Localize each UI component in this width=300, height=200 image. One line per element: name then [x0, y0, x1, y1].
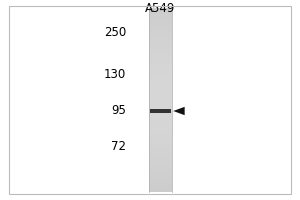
Bar — [149, 32, 172, 36]
Bar — [149, 97, 172, 100]
Bar — [149, 139, 172, 143]
Bar — [149, 23, 172, 26]
Bar — [149, 158, 172, 161]
Text: 250: 250 — [104, 25, 126, 38]
Polygon shape — [173, 107, 185, 115]
Bar — [149, 17, 172, 20]
Bar — [149, 90, 172, 94]
Bar — [149, 149, 172, 152]
Bar — [149, 78, 172, 82]
Bar — [149, 11, 172, 14]
Bar — [149, 8, 172, 11]
Bar — [149, 185, 172, 189]
Bar — [149, 106, 172, 109]
Bar — [149, 75, 172, 79]
Bar — [149, 66, 172, 69]
Bar — [149, 103, 172, 106]
Bar — [149, 182, 172, 186]
Bar — [149, 170, 172, 174]
Bar — [149, 176, 172, 180]
Bar — [149, 26, 172, 29]
Bar — [149, 152, 172, 155]
Bar — [149, 124, 172, 128]
Text: 72: 72 — [111, 140, 126, 152]
Bar — [149, 164, 172, 167]
Bar — [149, 87, 172, 91]
Bar — [149, 115, 172, 118]
Bar — [149, 81, 172, 85]
Bar — [149, 41, 172, 45]
Bar — [149, 84, 172, 88]
Bar — [149, 93, 172, 97]
Bar — [149, 57, 172, 60]
Bar — [149, 136, 172, 140]
Bar — [149, 100, 172, 103]
Bar — [149, 72, 172, 75]
Bar — [149, 69, 172, 72]
Bar — [149, 133, 172, 137]
Bar — [149, 47, 172, 51]
Bar — [149, 118, 172, 121]
Bar — [149, 121, 172, 125]
Bar — [149, 112, 172, 115]
Bar — [149, 167, 172, 171]
Bar — [149, 51, 172, 54]
Bar — [149, 155, 172, 158]
Bar — [149, 146, 172, 149]
Bar — [149, 109, 172, 112]
Bar — [149, 20, 172, 23]
Bar — [149, 60, 172, 63]
Text: 95: 95 — [111, 104, 126, 116]
Bar — [149, 130, 172, 134]
Bar — [149, 14, 172, 17]
Bar — [149, 54, 172, 57]
Bar — [150, 109, 171, 113]
Bar — [149, 38, 172, 42]
Text: 130: 130 — [104, 68, 126, 80]
Bar — [149, 29, 172, 33]
Bar — [149, 189, 172, 192]
Bar — [149, 143, 172, 146]
Text: A549: A549 — [145, 2, 176, 16]
Bar — [149, 35, 172, 39]
Bar — [149, 44, 172, 48]
Bar — [149, 179, 172, 183]
Bar — [149, 161, 172, 164]
Bar — [149, 127, 172, 131]
Bar — [149, 173, 172, 177]
Bar — [149, 63, 172, 66]
